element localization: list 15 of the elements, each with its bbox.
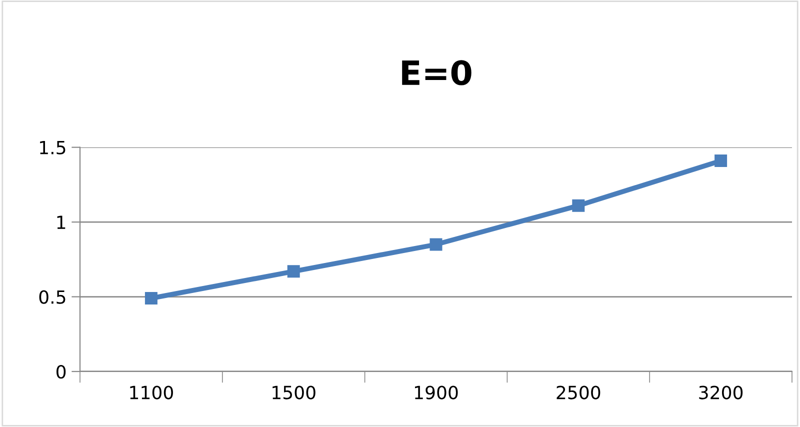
point — [430, 238, 442, 251]
y-tick-label: 0 — [56, 364, 66, 379]
point — [144, 292, 158, 305]
x-tick-label: 1500 — [272, 386, 316, 400]
x-tick-label: 1900 — [415, 386, 458, 400]
chart-title: E=0 — [402, 60, 472, 86]
y-tick-label: 1 — [57, 216, 66, 229]
x-tick-label: 1100 — [130, 386, 173, 400]
point — [714, 154, 728, 168]
x-tick-label: 3200 — [699, 386, 743, 400]
y-tick-label: 1.5 — [40, 141, 66, 154]
x-tick-label: 2500 — [556, 386, 600, 400]
point — [287, 265, 300, 278]
point — [572, 199, 585, 212]
y-tick-label: 0.5 — [39, 290, 66, 304]
